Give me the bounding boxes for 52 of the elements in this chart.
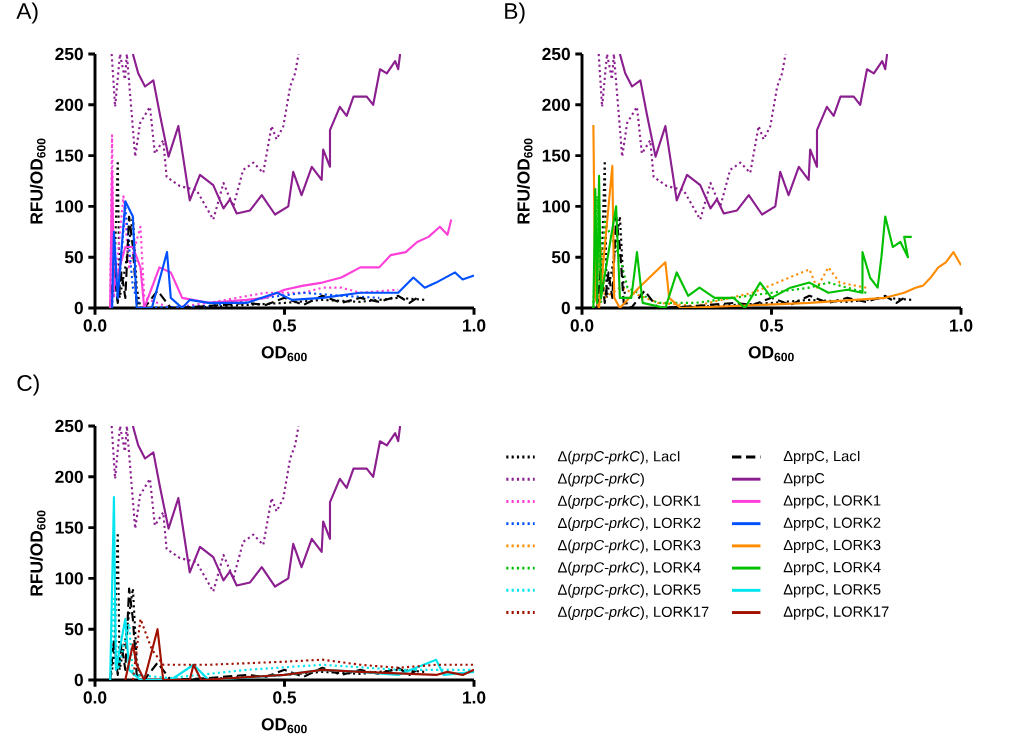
y-tick-label: 50 bbox=[551, 251, 570, 264]
y-tick-label: 250 bbox=[542, 47, 570, 61]
legend-label: ΔprpC, LORK5 bbox=[783, 584, 881, 598]
x-tick-label: 0.0 bbox=[83, 319, 107, 332]
x-tick-label: 0.5 bbox=[273, 319, 297, 332]
y-tick-label: 200 bbox=[55, 98, 83, 111]
legend-label: ΔprpC bbox=[783, 473, 825, 487]
x-tick-label: 0.0 bbox=[570, 319, 594, 332]
x-axis-title: OD$_{600}$ bbox=[748, 346, 794, 362]
y-tick-label: 100 bbox=[55, 572, 83, 585]
legend-label: Δ(prpC-prkC), LORK17 bbox=[557, 606, 709, 620]
x-tick-label: 0.5 bbox=[760, 319, 784, 332]
y-tick-label: 200 bbox=[542, 98, 570, 111]
y-tick-label: 0 bbox=[74, 673, 83, 687]
chart-title: B) bbox=[505, 2, 525, 24]
legend-label: ΔprpC, LacI bbox=[783, 450, 860, 465]
y-tick-label: 150 bbox=[55, 149, 83, 162]
legend-label: Δ(prpC-prkC), LORK5 bbox=[557, 584, 701, 598]
legend-label: ΔprpC, LORK4 bbox=[783, 562, 881, 576]
legend-label: Δ(prpC-prkC) bbox=[557, 472, 644, 487]
x-tick-label: 1.0 bbox=[950, 319, 973, 332]
legend-label: ΔprpC, LORK17 bbox=[783, 606, 889, 620]
x-tick-label: 0.0 bbox=[83, 691, 107, 704]
y-tick-label: 150 bbox=[55, 521, 83, 534]
legend-label: Δ(prpC-prkC), LORK1 bbox=[557, 495, 701, 509]
legend-label: Δ(prpC-prkC), LORK2 bbox=[557, 517, 701, 531]
y-tick-label: 100 bbox=[55, 200, 83, 213]
x-tick-label: 0.5 bbox=[273, 691, 297, 704]
y-tick-label: 0 bbox=[561, 301, 570, 315]
chart-title: A) bbox=[16, 2, 38, 24]
y-tick-label: 50 bbox=[64, 251, 83, 264]
legend-label: Δ(prpC-prkC), LORK4 bbox=[557, 561, 701, 576]
legend-label: ΔprpC, LORK3 bbox=[783, 539, 881, 554]
y-tick-label: 250 bbox=[55, 47, 83, 61]
legend-label: Δ(prpC-prkC), LacI bbox=[557, 450, 680, 465]
y-tick-label: 200 bbox=[55, 470, 83, 483]
x-axis-title: OD$_{600}$ bbox=[261, 346, 307, 362]
chart-title: C) bbox=[17, 374, 39, 396]
y-tick-label: 150 bbox=[542, 149, 570, 162]
legend-label: ΔprpC, LORK1 bbox=[783, 495, 881, 509]
legend-label: ΔprpC, LORK2 bbox=[783, 517, 881, 531]
y-tick-label: 100 bbox=[542, 200, 570, 213]
y-tick-label: 50 bbox=[64, 623, 83, 636]
x-tick-label: 1.0 bbox=[463, 691, 486, 704]
y-axis-title: RFU/OD$_{600}$ bbox=[29, 510, 46, 596]
x-axis-title: OD$_{600}$ bbox=[261, 718, 307, 734]
legend-label: Δ(prpC-prkC), LORK3 bbox=[557, 539, 701, 554]
y-tick-label: 250 bbox=[55, 419, 83, 433]
y-tick-label: 0 bbox=[74, 301, 83, 315]
y-axis-title: RFU/OD$_{600}$ bbox=[516, 138, 533, 224]
y-axis-title: RFU/OD$_{600}$ bbox=[29, 138, 46, 224]
x-tick-label: 1.0 bbox=[463, 319, 486, 332]
